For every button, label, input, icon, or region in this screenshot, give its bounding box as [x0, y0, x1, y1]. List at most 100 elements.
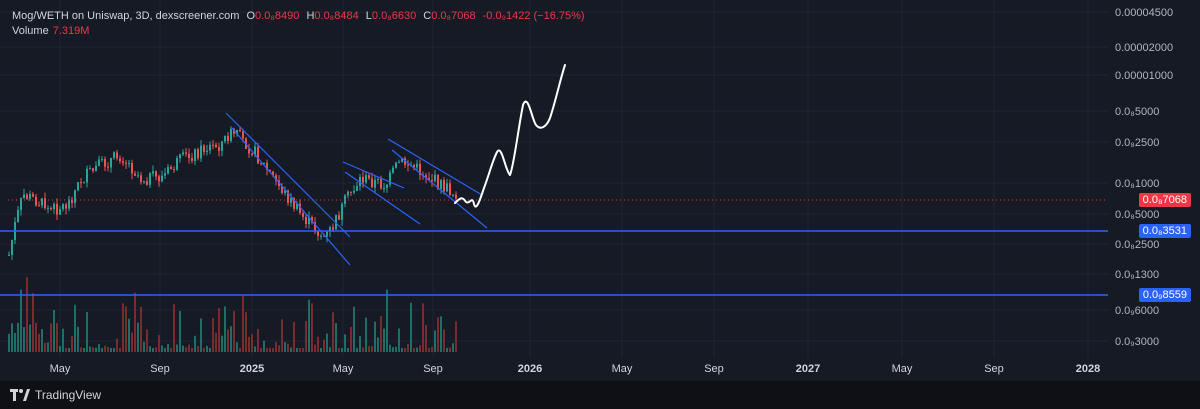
- volume-bar: [56, 322, 58, 352]
- volume-bar: [71, 335, 73, 352]
- candle: [371, 178, 373, 188]
- candle: [185, 152, 187, 154]
- candle: [428, 178, 430, 180]
- candle: [41, 198, 43, 206]
- candle: [419, 163, 421, 176]
- candle: [92, 168, 94, 171]
- volume-bar: [20, 289, 22, 352]
- candle: [23, 194, 25, 198]
- volume-bar: [365, 317, 367, 352]
- y-tick-label: 0.0₈2500: [1115, 137, 1159, 149]
- candle: [380, 179, 382, 189]
- candle: [404, 158, 406, 165]
- volume-bar: [416, 347, 418, 352]
- volume-bar: [152, 347, 154, 352]
- candle: [425, 175, 427, 179]
- support-level-1-badge: 0.0₈3531: [1138, 224, 1191, 238]
- candle: [326, 231, 328, 237]
- volume-bar: [266, 347, 268, 352]
- volume-bar: [230, 326, 232, 352]
- trend-channel-line: [231, 127, 351, 266]
- candle: [203, 145, 205, 152]
- candle: [17, 210, 19, 222]
- close-value: 0.0₈7068: [431, 10, 476, 22]
- volume-bar: [182, 345, 184, 352]
- volume-bar: [341, 347, 343, 352]
- volume-bar: [227, 329, 229, 352]
- open-value: 0.0₈8490: [255, 10, 300, 22]
- volume-bar: [101, 347, 103, 352]
- volume-bar: [221, 335, 223, 352]
- candle: [74, 190, 76, 203]
- candle: [446, 183, 448, 192]
- candle: [149, 173, 151, 185]
- candle: [161, 175, 163, 182]
- candle: [356, 186, 358, 191]
- volume-bar: [113, 347, 115, 352]
- volume-bar: [140, 306, 142, 352]
- candle: [83, 182, 85, 184]
- volume-bar: [32, 293, 34, 352]
- volume-bar: [125, 306, 127, 352]
- candle: [218, 147, 220, 151]
- volume-bar: [41, 329, 43, 352]
- volume-bar: [305, 321, 307, 352]
- candle: [137, 175, 139, 177]
- high-label: H: [306, 10, 315, 22]
- candle: [170, 166, 172, 170]
- candle: [320, 235, 322, 237]
- candle: [89, 168, 91, 170]
- candle: [98, 159, 100, 166]
- volume-bar: [104, 345, 106, 352]
- candle: [164, 173, 166, 176]
- candle: [44, 198, 46, 209]
- volume-bar: [260, 347, 262, 352]
- volume-value: 7.319M: [52, 25, 90, 37]
- candle: [368, 175, 370, 179]
- volume-bar: [275, 342, 277, 352]
- volume-bar: [329, 347, 331, 352]
- candle: [401, 158, 403, 162]
- candle: [215, 144, 217, 148]
- volume-bar: [200, 318, 202, 352]
- candle: [125, 162, 127, 164]
- change-value: -0.0₉1422 (−16.75%): [482, 10, 585, 22]
- candle: [158, 176, 160, 182]
- price-chart[interactable]: 0.00004500 0.00002000 0.00001000 0.0₈5000 0.…: [0, 0, 1200, 381]
- volume-bar: [167, 344, 169, 352]
- volume-bar: [206, 345, 208, 352]
- projection-path: [454, 64, 566, 208]
- candle: [68, 199, 70, 209]
- candle: [455, 194, 457, 199]
- candle: [389, 172, 391, 185]
- candle: [350, 191, 352, 193]
- candle: [146, 181, 148, 185]
- candle: [269, 169, 271, 172]
- tradingview-logo[interactable]: TradingView: [10, 388, 101, 402]
- candle: [110, 158, 112, 168]
- candle: [431, 179, 433, 181]
- candle: [65, 204, 67, 209]
- x-tick-label: May: [50, 363, 71, 375]
- candle: [257, 146, 259, 164]
- y-tick-label: 0.0₉1300: [1115, 269, 1159, 281]
- volume-bar: [92, 347, 94, 352]
- candle: [35, 196, 37, 206]
- volume-bar: [179, 311, 181, 352]
- volume-bar: [74, 304, 76, 352]
- candle: [191, 157, 193, 161]
- candle: [437, 174, 439, 189]
- candle: [59, 209, 61, 215]
- volume-bar: [242, 294, 244, 352]
- volume-bar: [47, 342, 49, 352]
- volume-bar: [344, 334, 346, 352]
- candle: [152, 171, 154, 174]
- volume-bar: [164, 347, 166, 352]
- volume-bar: [62, 328, 64, 352]
- candle: [440, 179, 442, 189]
- candle: [413, 165, 415, 168]
- candle: [392, 167, 394, 173]
- x-tick-label: Sep: [423, 363, 443, 375]
- candle: [452, 194, 454, 196]
- y-tick-label: 0.0₉6000: [1115, 305, 1159, 317]
